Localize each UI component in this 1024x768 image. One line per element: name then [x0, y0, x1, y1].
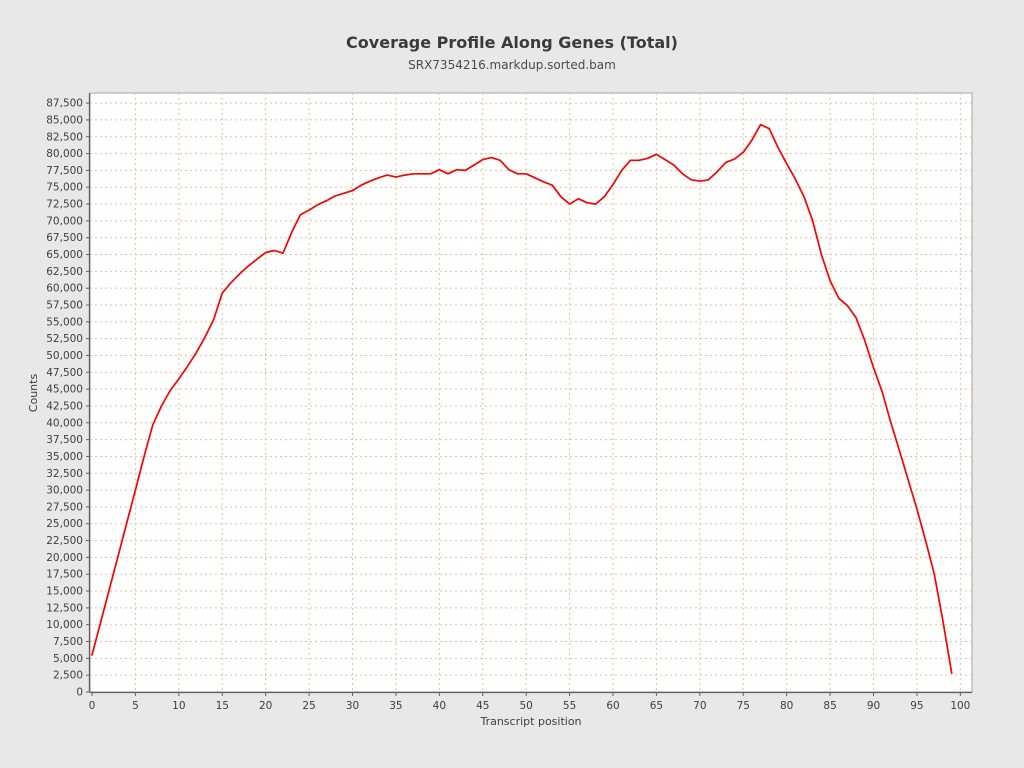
x-tick-labels: 0 5 10 15 20 25 30 35 40 45 50 55 60 65 70 75 80 85 90 95 10… [89, 700, 971, 712]
y-tick-label: 55,000 [46, 316, 83, 328]
y-tick-label: 70,000 [46, 215, 83, 227]
x-tick-label: 15 [216, 700, 229, 712]
x-tick-label: 95 [910, 700, 923, 712]
y-tick-label: 0 [76, 687, 83, 699]
coverage-line [91, 123, 953, 675]
x-tick-label: 0 [89, 700, 96, 712]
x-tick-label: 85 [823, 700, 836, 712]
y-tick-label: 2,500 [53, 670, 83, 682]
y-tick-label: 52,500 [46, 333, 83, 345]
x-tick-label: 30 [346, 700, 359, 712]
y-tick-label: 80,000 [46, 148, 83, 160]
x-tick-label: 20 [259, 700, 272, 712]
x-tick-label: 70 [693, 700, 706, 712]
grid-layer [90, 93, 972, 692]
y-tick-label: 27,500 [46, 501, 83, 513]
y-tick-label: 15,000 [46, 586, 83, 598]
y-tick-label: 35,000 [46, 451, 83, 463]
y-tick-label: 30,000 [46, 485, 83, 497]
y-tick-label: 22,500 [46, 535, 83, 547]
x-tick-label: 5 [132, 700, 139, 712]
y-tick-label: 77,500 [46, 165, 83, 177]
y-tick-label: 47,500 [46, 367, 83, 379]
y-tick-label: 7,500 [53, 636, 83, 648]
y-tick-label: 82,500 [46, 131, 83, 143]
axis-layer [88, 93, 972, 694]
y-tick-label: 60,000 [46, 283, 83, 295]
y-tick-label: 50,000 [46, 350, 83, 362]
y-tick-label: 17,500 [46, 569, 83, 581]
y-tick-label: 40,000 [46, 417, 83, 429]
x-tick-label: 25 [302, 700, 315, 712]
y-tick-label: 65,000 [46, 249, 83, 261]
x-tick-label: 45 [476, 700, 489, 712]
y-tick-label: 5,000 [53, 653, 83, 665]
y-tick-label: 20,000 [46, 552, 83, 564]
x-tick-label: 35 [389, 700, 402, 712]
x-tick-label: 50 [519, 700, 532, 712]
y-tick-label: 62,500 [46, 266, 83, 278]
x-tick-label: 55 [563, 700, 576, 712]
x-tick-label: 65 [650, 700, 663, 712]
y-tick-labels: 0 2,500 5,000 7,500 10,000 12,500 15,000 17,500… [46, 98, 83, 699]
y-tick-label: 32,500 [46, 468, 83, 480]
x-tick-label: 90 [867, 700, 880, 712]
y-tick-label: 45,000 [46, 384, 83, 396]
x-tick-label: 75 [737, 700, 750, 712]
tick-marks [86, 102, 961, 696]
y-tick-label: 12,500 [46, 602, 83, 614]
x-tick-label: 40 [433, 700, 446, 712]
y-tick-label: 25,000 [46, 518, 83, 530]
x-tick-label: 100 [950, 700, 970, 712]
y-tick-label: 10,000 [46, 619, 83, 631]
y-tick-label: 37,500 [46, 434, 83, 446]
x-tick-label: 60 [606, 700, 619, 712]
y-tick-label: 57,500 [46, 300, 83, 312]
x-tick-label: 10 [172, 700, 185, 712]
y-tick-label: 85,000 [46, 114, 83, 126]
x-axis-title: Transcript position [479, 715, 581, 728]
y-tick-label: 42,500 [46, 400, 83, 412]
y-tick-label: 72,500 [46, 199, 83, 211]
x-tick-label: 80 [780, 700, 793, 712]
y-tick-label: 67,500 [46, 232, 83, 244]
y-tick-label: 87,500 [46, 98, 83, 110]
y-axis-title: Counts [27, 374, 40, 413]
chart-subtitle: SRX7354216.markdup.sorted.bam [408, 58, 616, 72]
plot-area [89, 92, 973, 693]
chart-title: Coverage Profile Along Genes (Total) [346, 33, 678, 52]
y-tick-label: 75,000 [46, 182, 83, 194]
